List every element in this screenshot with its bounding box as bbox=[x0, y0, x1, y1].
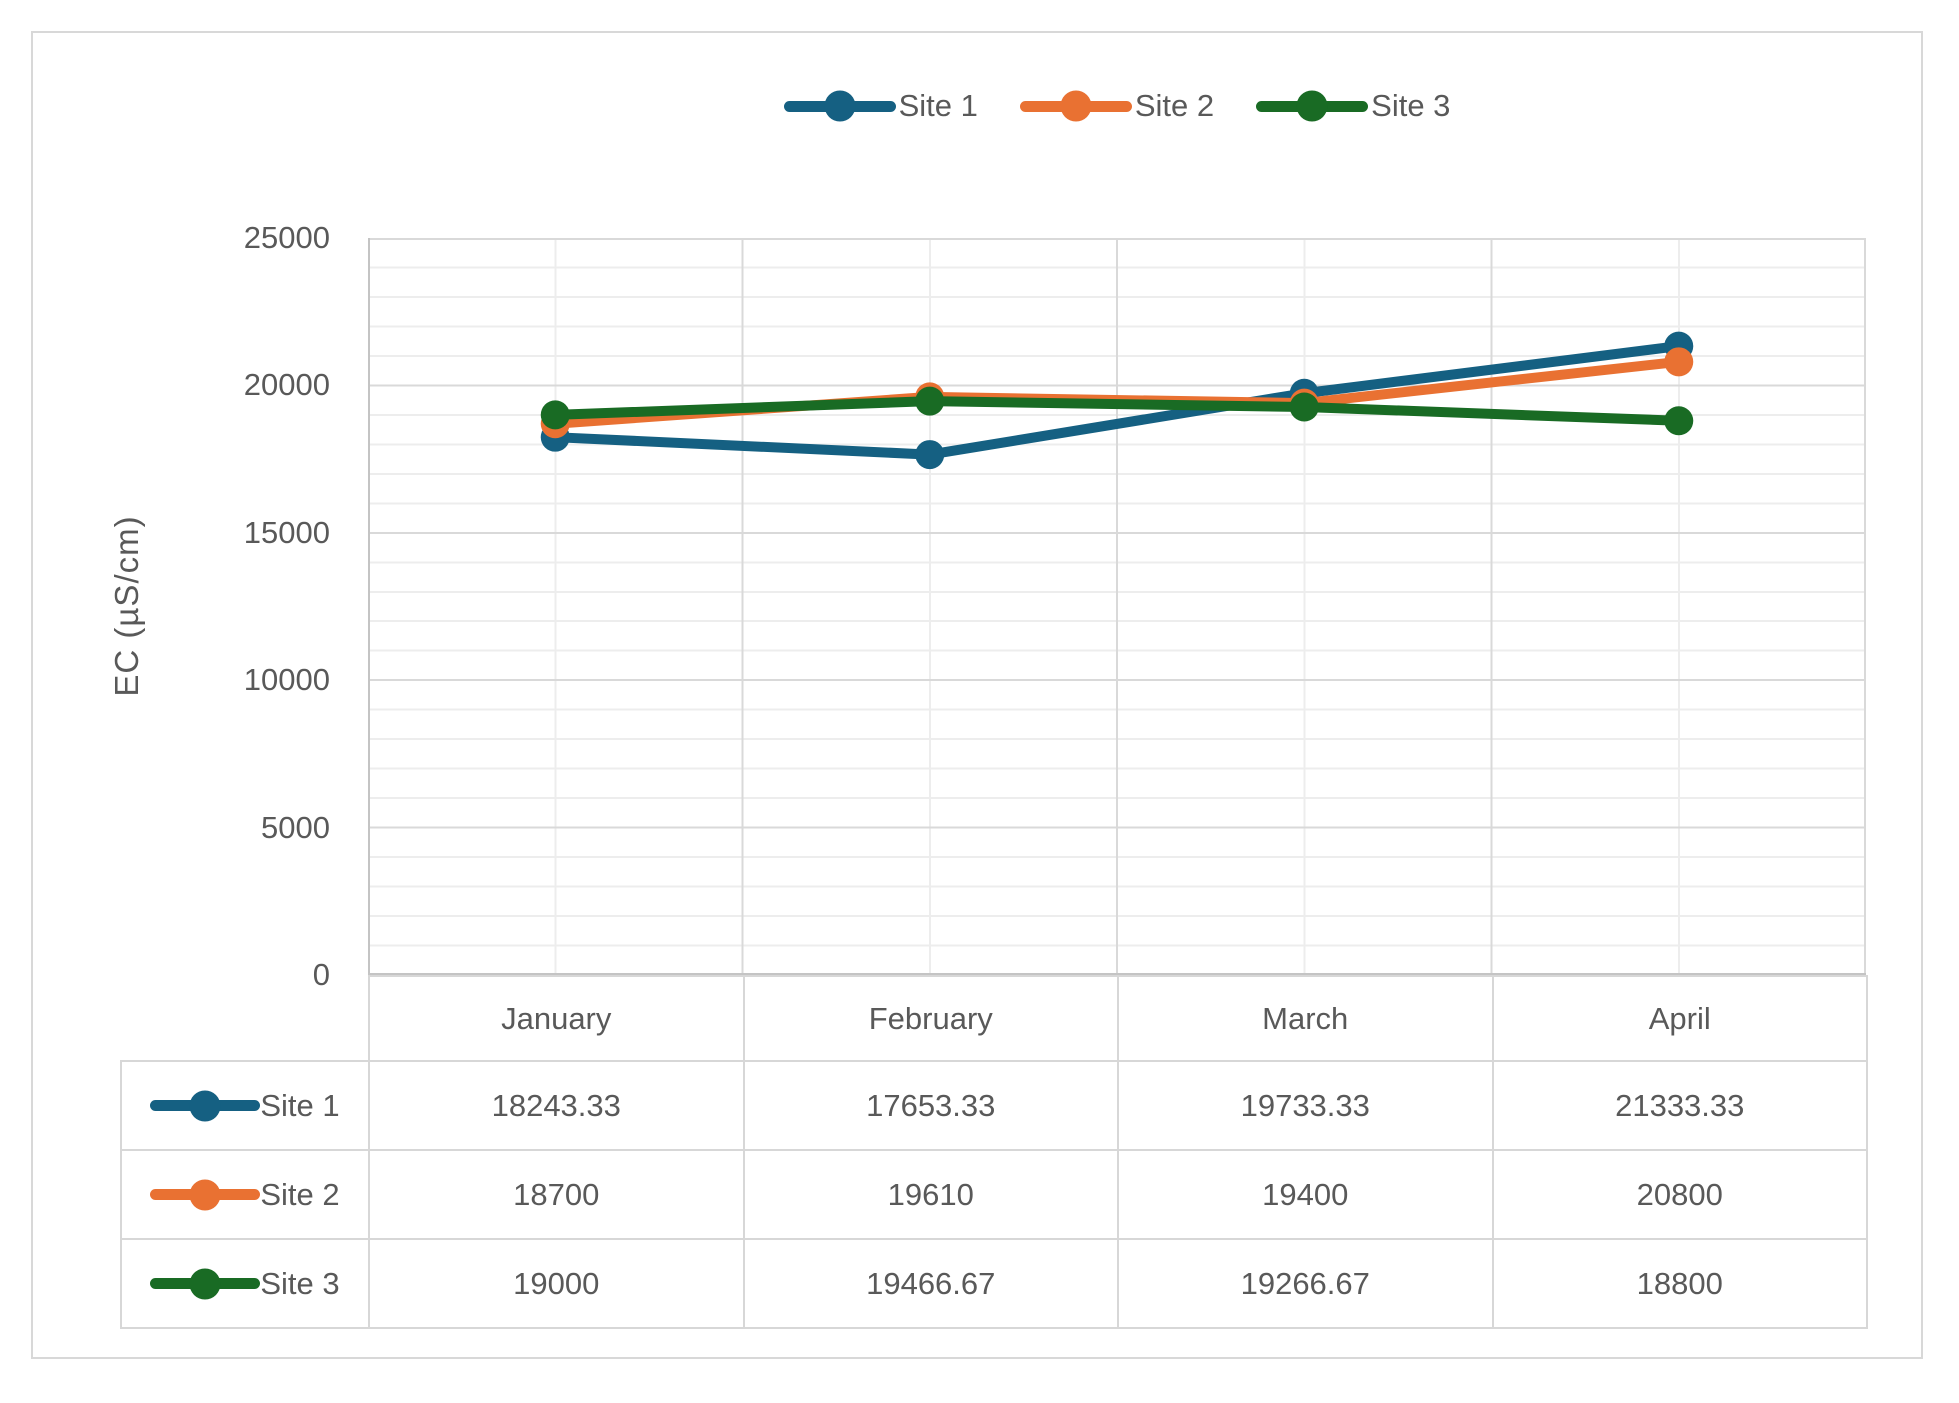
series-marker-icon bbox=[189, 1268, 221, 1299]
series-marker-icon bbox=[824, 90, 856, 122]
data-point-site-2-april bbox=[1664, 347, 1694, 377]
series-key-icon-table-site-1 bbox=[150, 1088, 261, 1124]
value-cell-site-2-january: 18700 bbox=[368, 1149, 745, 1240]
series-line-site-3 bbox=[550, 396, 1684, 426]
series-key-cell-site-2: Site 2 bbox=[120, 1149, 370, 1240]
y-tick-label: 25000 bbox=[243, 220, 330, 255]
value-cell-site-3-march: 19266.67 bbox=[1117, 1238, 1494, 1329]
series-marker-icon bbox=[189, 1179, 221, 1210]
value-cell-site-2-april: 20800 bbox=[1491, 1149, 1868, 1240]
chart-svg bbox=[368, 238, 1866, 975]
value-cell-site-3-february: 19466.67 bbox=[742, 1238, 1119, 1329]
series-line-site-1 bbox=[550, 341, 1684, 460]
table-row-site-3: Site 3 19000 19466.67 19266.67 18800 bbox=[120, 1238, 1868, 1329]
value-cell-site-3-january: 19000 bbox=[368, 1238, 745, 1329]
y-tick-label: 10000 bbox=[243, 662, 330, 698]
series-marker-icon bbox=[189, 1090, 221, 1121]
month-header-january: January bbox=[368, 975, 745, 1062]
value-cell-site-1-february: 17653.33 bbox=[742, 1060, 1119, 1151]
series-name-label: Site 1 bbox=[260, 1087, 340, 1123]
chart-data-table: January February March April Site 1 18243.33 1… bbox=[120, 975, 1868, 1329]
series-key-content: Site 3 bbox=[122, 1266, 368, 1302]
series-marker-icon bbox=[1060, 90, 1092, 122]
month-header-february: February bbox=[742, 975, 1119, 1062]
month-header-march: March bbox=[1117, 975, 1494, 1062]
series-key-icon-site-2 bbox=[1019, 88, 1132, 124]
series-key-icon-table-site-2 bbox=[150, 1177, 261, 1213]
data-table: January February March April Site 1 18243.33 1… bbox=[120, 975, 1868, 1329]
series-name-label: Site 3 bbox=[260, 1265, 340, 1301]
series-key-icon-table-site-3 bbox=[150, 1266, 261, 1302]
series-key-cell-site-1: Site 1 bbox=[120, 1060, 370, 1151]
series-name-label: Site 2 bbox=[260, 1176, 340, 1212]
y-tick-label: 15000 bbox=[243, 514, 330, 550]
value-cell-site-1-january: 18243.33 bbox=[368, 1060, 745, 1151]
value-cell-site-2-february: 19610 bbox=[742, 1149, 1119, 1240]
data-point-site-3-february bbox=[915, 386, 945, 416]
table-row-site-2: Site 2 18700 19610 19400 20800 bbox=[120, 1149, 1868, 1240]
series-key-content: Site 2 bbox=[122, 1177, 368, 1213]
month-header-april: April bbox=[1491, 975, 1868, 1062]
series-key-icon-site-3 bbox=[1256, 88, 1369, 124]
y-tick-label: 5000 bbox=[261, 809, 330, 845]
table-row-site-1: Site 1 18243.33 17653.33 19733.33 21333.33 bbox=[120, 1060, 1868, 1151]
value-cell-site-1-march: 19733.33 bbox=[1117, 1060, 1494, 1151]
series-key-icon-site-1 bbox=[783, 88, 896, 124]
plot-area bbox=[368, 238, 1866, 975]
series-marker-icon bbox=[1296, 90, 1328, 122]
data-point-site-3-april bbox=[1664, 406, 1694, 436]
data-point-site-1-february bbox=[915, 440, 945, 470]
series-key-cell-site-3: Site 3 bbox=[120, 1238, 370, 1329]
legend-item-site-3: Site 3 bbox=[1256, 88, 1450, 124]
value-cell-site-1-april: 21333.33 bbox=[1491, 1060, 1868, 1151]
y-tick-label: 0 bbox=[312, 957, 330, 992]
legend-label: Site 2 bbox=[1134, 88, 1215, 123]
chart-legend: Site 1 Site 2 Site 3 bbox=[368, 80, 1866, 132]
y-tick-label: 20000 bbox=[243, 367, 330, 403]
legend-label: Site 3 bbox=[1371, 88, 1451, 123]
table-header-row: January February March April bbox=[121, 975, 1868, 1062]
data-point-site-3-march bbox=[1289, 392, 1319, 422]
table-corner-blank bbox=[121, 976, 369, 1061]
legend-item-site-2: Site 2 bbox=[1019, 88, 1215, 124]
data-point-site-3-january bbox=[540, 400, 570, 430]
value-cell-site-3-april: 18800 bbox=[1491, 1238, 1868, 1329]
legend-item-site-1: Site 1 bbox=[783, 88, 978, 124]
value-cell-site-2-march: 19400 bbox=[1117, 1149, 1494, 1240]
legend-label: Site 1 bbox=[898, 88, 978, 123]
series-key-content: Site 1 bbox=[122, 1088, 368, 1124]
